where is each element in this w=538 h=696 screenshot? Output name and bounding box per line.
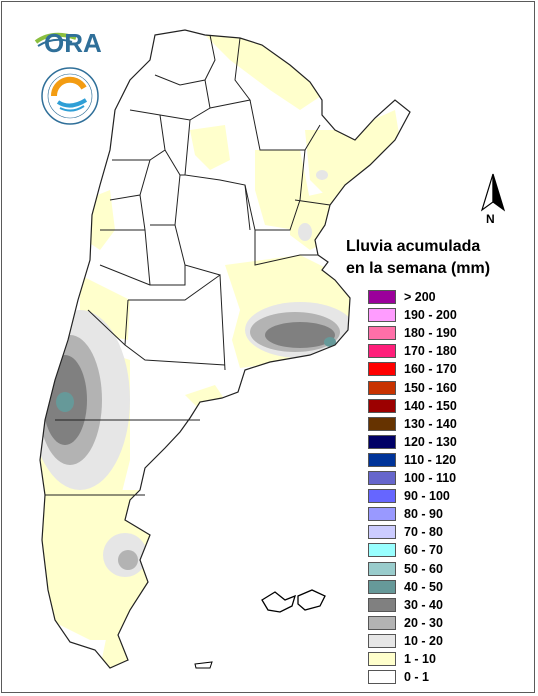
legend-item: > 200	[368, 289, 528, 307]
legend-item: 40 - 50	[368, 579, 528, 597]
isla-de-los-estados	[194, 661, 213, 669]
legend-swatch	[368, 597, 396, 612]
legend-item: 150 - 160	[368, 380, 528, 398]
legend-label: 20 - 30	[404, 615, 443, 630]
legend-swatch	[368, 525, 396, 540]
legend-swatch	[368, 579, 396, 594]
ora-logo: ORA	[32, 24, 112, 125]
legend-label: 80 - 90	[404, 507, 443, 522]
legend-swatch	[368, 543, 396, 558]
ora-logo-graphic: ORA	[34, 28, 102, 125]
legend-swatch	[368, 434, 396, 449]
legend-label: 50 - 60	[404, 561, 443, 576]
legend-swatch	[368, 670, 396, 685]
legend-item: 140 - 150	[368, 398, 528, 416]
legend-item: 90 - 100	[368, 488, 528, 506]
legend-item: 50 - 60	[368, 561, 528, 579]
legend-label: 1 - 10	[404, 652, 436, 666]
province-boundaries	[39, 29, 411, 669]
legend-item: 120 - 130	[368, 434, 528, 452]
legend-swatch	[368, 652, 396, 666]
legend-swatch	[368, 290, 396, 304]
legend-title: Lluvia acumulada en la semana (mm)	[346, 236, 490, 280]
legend-item: 60 - 70	[368, 542, 528, 560]
legend-item: 110 - 120	[368, 452, 528, 470]
legend-label: 180 - 190	[404, 326, 457, 341]
legend-item: 160 - 170	[368, 361, 528, 379]
legend-label: 160 - 170	[404, 362, 457, 377]
legend-swatch	[368, 344, 396, 359]
legend-swatch	[368, 362, 396, 377]
north-arrow	[478, 172, 508, 222]
legend-label: 90 - 100	[404, 489, 450, 504]
legend-label: 30 - 40	[404, 597, 443, 612]
legend-swatch	[368, 561, 396, 576]
legend-item: 80 - 90	[368, 506, 528, 524]
legend-label: 190 - 200	[404, 308, 457, 323]
legend-label: 150 - 160	[404, 380, 457, 395]
ora-wordmark: ORA	[44, 28, 102, 58]
legend-label: 60 - 70	[404, 543, 443, 558]
legend-item: 100 - 110	[368, 470, 528, 488]
legend-item: 130 - 140	[368, 416, 528, 434]
legend-swatch	[368, 380, 396, 395]
legend-label: > 200	[404, 290, 436, 304]
legend-swatch	[368, 615, 396, 630]
legend-label: 170 - 180	[404, 344, 457, 359]
legend-label: 100 - 110	[404, 471, 457, 485]
legend-title-line1: Lluvia acumulada	[346, 238, 481, 255]
legend-item: 30 - 40	[368, 597, 528, 615]
legend-swatch	[368, 308, 396, 323]
legend-label: 10 - 20	[404, 633, 443, 648]
legend-item: 190 - 200	[368, 307, 528, 325]
legend-item: 170 - 180	[368, 343, 528, 361]
malvinas-islands	[261, 589, 326, 613]
north-label: N	[486, 212, 495, 226]
legend-label: 0 - 1	[404, 670, 430, 685]
legend-swatch	[368, 452, 396, 467]
legend-swatch	[368, 326, 396, 341]
legend-item: 10 - 20	[368, 633, 528, 651]
legend-item: 20 - 30	[368, 615, 528, 633]
legend-label: 120 - 130	[404, 434, 457, 449]
legend-item: 1 - 10	[368, 651, 528, 669]
legend-item: 180 - 190	[368, 325, 528, 343]
legend-swatch	[368, 507, 396, 522]
legend-label: 130 - 140	[404, 416, 457, 431]
legend-item: 0 - 1	[368, 669, 528, 687]
legend-title-line2: en la semana (mm)	[346, 260, 491, 277]
legend-swatch	[368, 471, 396, 485]
legend-swatch	[368, 398, 396, 413]
legend-swatch	[368, 416, 396, 431]
north-arrow-icon	[480, 173, 506, 212]
legend-label: 110 - 120	[404, 452, 457, 467]
legend-label: 40 - 50	[404, 579, 443, 594]
legend-item: 70 - 80	[368, 524, 528, 542]
legend-label: 70 - 80	[404, 525, 443, 540]
legend-label: 140 - 150	[404, 398, 457, 413]
legend-swatch	[368, 633, 396, 648]
argentina-outline	[40, 30, 410, 668]
legend-swatch	[368, 489, 396, 504]
